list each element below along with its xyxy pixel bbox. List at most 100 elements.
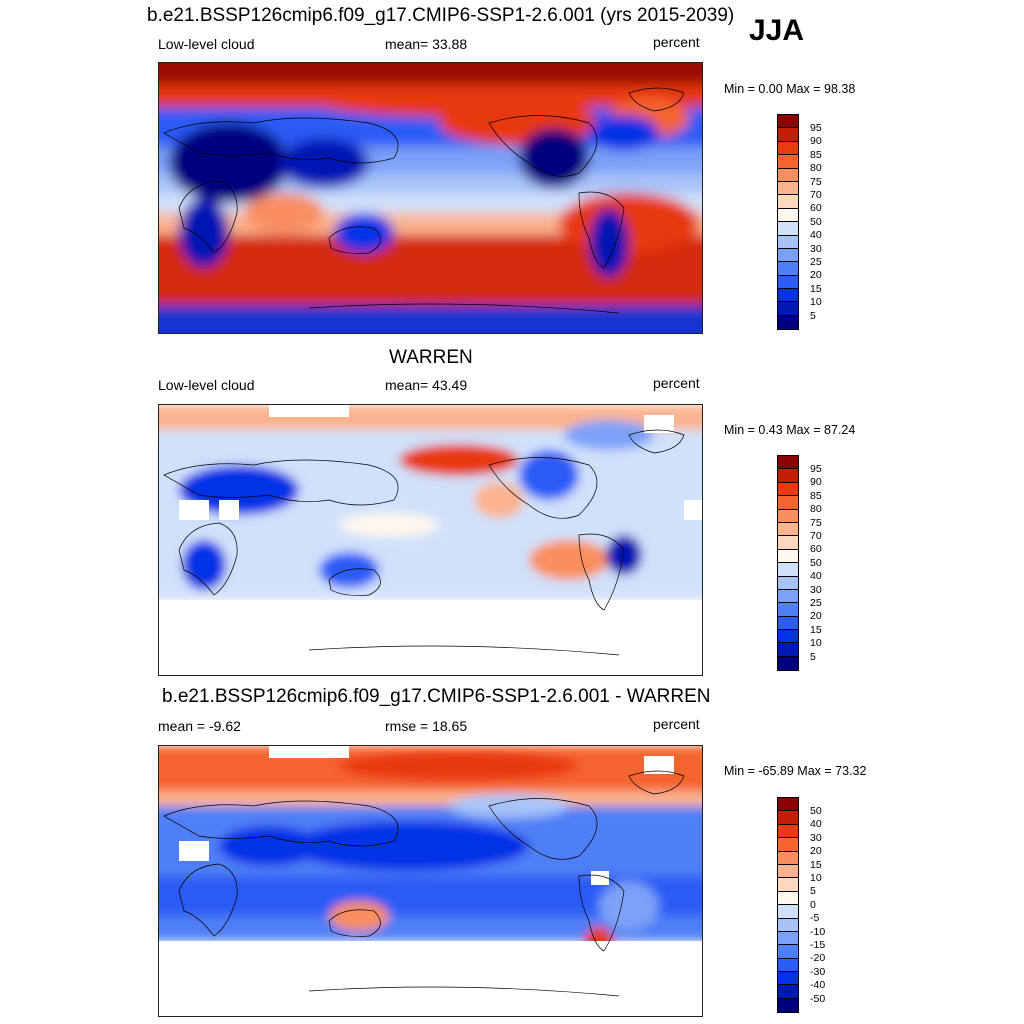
panel2-tick: 40 — [810, 570, 822, 583]
colorbar-swatch — [778, 918, 798, 932]
panel1-tick: 10 — [810, 296, 822, 309]
panel3-tick: 50 — [810, 805, 822, 817]
colorbar-swatch — [778, 168, 798, 182]
panel2-units-label: percent — [653, 375, 700, 391]
panel1-tick: 30 — [810, 242, 822, 255]
panel3-tick: 5 — [810, 885, 816, 898]
panel3-colorbar — [777, 797, 799, 1014]
panel2-tick: 30 — [810, 583, 822, 596]
panel1-tick: 5 — [810, 309, 816, 322]
panel3-title: b.e21.BSSP126cmip6.f09_g17.CMIP6-SSP1-2.… — [162, 686, 711, 707]
colorbar-swatch — [778, 905, 798, 919]
panel2-tick: 50 — [810, 556, 822, 569]
colorbar-swatch — [778, 141, 798, 156]
panel2-tick: 75 — [810, 516, 822, 529]
colorbar-swatch — [778, 289, 798, 303]
colorbar-swatch — [778, 115, 798, 129]
colorbar-swatch — [778, 838, 798, 852]
colorbar-swatch — [778, 248, 798, 263]
colorbar-swatch — [778, 616, 798, 631]
colorbar-swatch — [778, 998, 798, 1013]
colorbar-swatch — [778, 824, 798, 839]
colorbar-swatch — [778, 536, 798, 550]
panel2-tick: 60 — [810, 543, 822, 556]
colorbar-swatch — [778, 603, 798, 617]
panel2-minmax: Min = 0.43 Max = 87.24 — [724, 423, 856, 437]
panel1-tick: 40 — [810, 229, 822, 242]
panel1-tick: 15 — [810, 282, 822, 295]
colorbar-swatch — [778, 958, 798, 973]
panel2-variable-label: Low-level cloud — [158, 377, 255, 393]
panel3-tick: 15 — [810, 858, 822, 871]
panel1-tick: 20 — [810, 269, 822, 282]
panel2-title: WARREN — [389, 347, 473, 368]
panel3-minmax: Min = -65.89 Max = 73.32 — [724, 764, 867, 778]
colorbar-swatch — [778, 208, 798, 223]
colorbar-swatch — [778, 522, 798, 537]
panel2-tick: 85 — [810, 489, 822, 502]
panel3-tick: -10 — [810, 925, 826, 938]
panel3-tick: 0 — [810, 898, 816, 911]
panel1-colorbar — [777, 114, 799, 331]
colorbar-swatch — [778, 576, 798, 590]
panel1-tick: 70 — [810, 189, 822, 201]
colorbar-swatch — [778, 945, 798, 959]
panel1-mean-label: mean= 33.88 — [385, 36, 468, 52]
season-label: JJA — [749, 14, 805, 47]
colorbar-swatch — [778, 931, 798, 946]
colorbar-swatch — [778, 155, 798, 169]
panel3-tick: -50 — [810, 992, 826, 1005]
panel1-tick: 50 — [810, 215, 822, 228]
colorbar-swatch — [778, 262, 798, 276]
panel1-tick: 80 — [810, 162, 822, 175]
panel2-tick: 95 — [810, 463, 822, 475]
panel3-tick: -40 — [810, 979, 826, 992]
panel3-tick: -15 — [810, 939, 826, 951]
panel3-tick: -5 — [810, 912, 820, 925]
colorbar-swatch — [778, 589, 798, 604]
panel3-tick: 10 — [810, 872, 822, 884]
panel2-tick: 15 — [810, 623, 822, 636]
panel2-tick: 70 — [810, 530, 822, 542]
colorbar-swatch — [778, 302, 798, 316]
panel3-tick: 30 — [810, 831, 822, 844]
panel2-tick: 80 — [810, 503, 822, 516]
colorbar-swatch — [778, 630, 798, 644]
panel2-map — [158, 404, 703, 676]
panel3-tick: 20 — [810, 845, 822, 858]
panel1-tick: 90 — [810, 135, 822, 148]
colorbar-swatch — [778, 878, 798, 892]
colorbar-swatch — [778, 456, 798, 470]
panel3-tick: -30 — [810, 965, 826, 978]
colorbar-swatch — [778, 509, 798, 523]
panel1-tick: 60 — [810, 202, 822, 215]
panel2-tick: 90 — [810, 476, 822, 489]
panel3-map — [158, 745, 703, 1017]
colorbar-swatch — [778, 985, 798, 999]
colorbar-swatch — [778, 851, 798, 865]
panel1-tick: 95 — [810, 122, 822, 134]
colorbar-swatch — [778, 549, 798, 564]
panel3-units-label: percent — [653, 716, 700, 732]
colorbar-swatch — [778, 195, 798, 209]
colorbar-swatch — [778, 469, 798, 483]
panel1-tick: 75 — [810, 175, 822, 188]
colorbar-swatch — [778, 181, 798, 196]
panel2-tick: 10 — [810, 637, 822, 650]
panel2-tick: 25 — [810, 597, 822, 609]
panel2-mean-label: mean= 43.49 — [385, 377, 468, 393]
colorbar-swatch — [778, 482, 798, 497]
colorbar-swatch — [778, 864, 798, 879]
panel1-tick: 25 — [810, 256, 822, 268]
colorbar-swatch — [778, 972, 798, 986]
panel1-title: b.e21.BSSP126cmip6.f09_g17.CMIP6-SSP1-2.… — [147, 5, 735, 26]
panel2-tick: 20 — [810, 610, 822, 623]
colorbar-swatch — [778, 222, 798, 236]
colorbar-swatch — [778, 235, 798, 249]
colorbar-swatch — [778, 563, 798, 577]
panel2-colorbar — [777, 455, 799, 672]
panel1-units-label: percent — [653, 34, 700, 50]
panel3-tick: -20 — [810, 952, 826, 965]
panel1-minmax: Min = 0.00 Max = 98.38 — [724, 82, 856, 96]
colorbar-swatch — [778, 656, 798, 671]
